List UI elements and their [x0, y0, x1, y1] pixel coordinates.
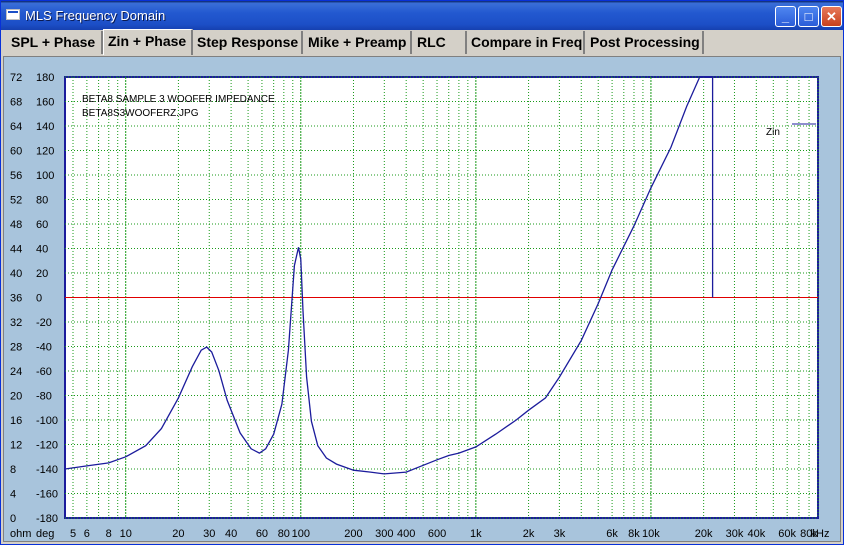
y-tick-label-deg: -120 — [36, 440, 58, 452]
chart-annotation-filename: BETA8S3WOOFERZ.JPG — [82, 108, 199, 119]
y-tick-label-ohm: 48 — [10, 219, 22, 231]
y-tick-label-deg: -40 — [36, 342, 52, 354]
plot-frame: 0 -180 4 -160 8 -140 12 -120 16 -100 20 -80 24 -60 28 -… — [3, 56, 841, 542]
y-axis-label-deg: deg — [36, 528, 54, 540]
x-tick-label: 8 — [106, 528, 112, 540]
y-tick-label-ohm: 28 — [10, 342, 22, 354]
y-tick-label-ohm: 56 — [10, 170, 22, 182]
tab-compare-in-freq[interactable]: Compare in Freq — [467, 31, 585, 54]
x-tick-label: 200 — [344, 528, 362, 540]
y-tick-label-deg: -160 — [36, 489, 58, 501]
y-tick-label-deg: -60 — [36, 366, 52, 378]
x-tick-label: 2k — [523, 528, 535, 540]
x-tick-label: 6 — [84, 528, 90, 540]
x-tick-label: 30 — [203, 528, 215, 540]
y-tick-label-deg: 0 — [36, 293, 42, 305]
y-tick-label-ohm: 8 — [10, 464, 16, 476]
y-tick-label-deg: 140 — [36, 121, 54, 133]
impedance-chart[interactable]: 0 -180 4 -160 8 -140 12 -120 16 -100 20 -80 24 -60 28 -… — [4, 57, 840, 541]
y-tick-label-ohm: 64 — [10, 121, 22, 133]
x-tick-label: 400 — [397, 528, 415, 540]
x-tick-label: 20k — [695, 528, 713, 540]
maximize-button[interactable]: □ — [798, 6, 819, 27]
y-tick-label-deg: 100 — [36, 170, 54, 182]
tab-post-processing[interactable]: Post Processing — [586, 31, 704, 54]
close-button[interactable]: ✕ — [821, 6, 842, 27]
minimize-button[interactable]: _ — [775, 6, 796, 27]
legend-label-zin: Zin — [766, 127, 780, 138]
y-tick-label-ohm: 68 — [10, 97, 22, 109]
x-tick-label: 60k — [778, 528, 796, 540]
y-tick-label-deg: 20 — [36, 268, 48, 280]
x-tick-label: 5 — [70, 528, 76, 540]
y-tick-label-deg: 80 — [36, 195, 48, 207]
y-tick-label-deg: 160 — [36, 97, 54, 109]
x-tick-label: 100 — [292, 528, 310, 540]
x-tick-label: 8k — [628, 528, 640, 540]
y-tick-label-ohm: 4 — [10, 489, 16, 501]
x-tick-label: 20 — [172, 528, 184, 540]
x-tick-label: 30k — [726, 528, 744, 540]
series-line-zin — [64, 76, 714, 475]
x-tick-label: 10k — [642, 528, 660, 540]
y-tick-label-ohm: 40 — [10, 268, 22, 280]
y-tick-label-deg: 180 — [36, 72, 54, 84]
x-tick-label: 1k — [470, 528, 482, 540]
title-bar[interactable]: MLS Frequency Domain _ □ ✕ — [1, 1, 843, 30]
y-tick-label-ohm: 72 — [10, 72, 22, 84]
x-tick-label: 6k — [606, 528, 618, 540]
tab-bar: SPL + Phase Zin + Phase Step Response Mi… — [3, 29, 843, 55]
tab-zin-phase[interactable]: Zin + Phase — [103, 29, 193, 55]
x-tick-label: 300 — [375, 528, 393, 540]
y-axis-label-ohm: ohm — [10, 528, 31, 540]
y-tick-label-ohm: 12 — [10, 440, 22, 452]
x-tick-label: 3k — [554, 528, 566, 540]
y-tick-label-deg: -140 — [36, 464, 58, 476]
y-tick-label-deg: 40 — [36, 244, 48, 256]
y-tick-label-ohm: 0 — [10, 513, 16, 525]
tab-spl-phase[interactable]: SPL + Phase — [7, 31, 103, 54]
tab-step-response[interactable]: Step Response — [193, 31, 303, 54]
x-unit-label: kHz — [811, 528, 830, 540]
y-tick-label-deg: -20 — [36, 317, 52, 329]
y-tick-label-deg: 60 — [36, 219, 48, 231]
app-icon — [6, 9, 20, 20]
chart-annotation-title: BETA8 SAMPLE 3 WOOFER IMPEDANCE — [82, 94, 275, 105]
y-tick-label-ohm: 20 — [10, 391, 22, 403]
y-tick-label-deg: 120 — [36, 146, 54, 158]
y-tick-label-ohm: 36 — [10, 293, 22, 305]
y-tick-label-ohm: 52 — [10, 195, 22, 207]
y-tick-label-ohm: 32 — [10, 317, 22, 329]
y-tick-label-ohm: 16 — [10, 415, 22, 427]
y-tick-label-deg: -100 — [36, 415, 58, 427]
tab-mike-preamp[interactable]: Mike + Preamp — [304, 31, 412, 54]
x-tick-label: 40 — [225, 528, 237, 540]
x-tick-label: 600 — [428, 528, 446, 540]
x-tick-label: 40k — [747, 528, 765, 540]
x-tick-label: 80 — [278, 528, 290, 540]
x-tick-label: 10 — [120, 528, 132, 540]
y-tick-label-ohm: 24 — [10, 366, 22, 378]
y-tick-label-ohm: 60 — [10, 146, 22, 158]
y-tick-label-deg: -180 — [36, 513, 58, 525]
x-tick-label: 60 — [256, 528, 268, 540]
window-title: MLS Frequency Domain — [25, 8, 166, 23]
y-tick-label-deg: -80 — [36, 391, 52, 403]
x-tick-label: 80k — [800, 528, 818, 540]
tab-rlc[interactable]: RLC — [413, 31, 467, 54]
y-tick-label-ohm: 44 — [10, 244, 22, 256]
